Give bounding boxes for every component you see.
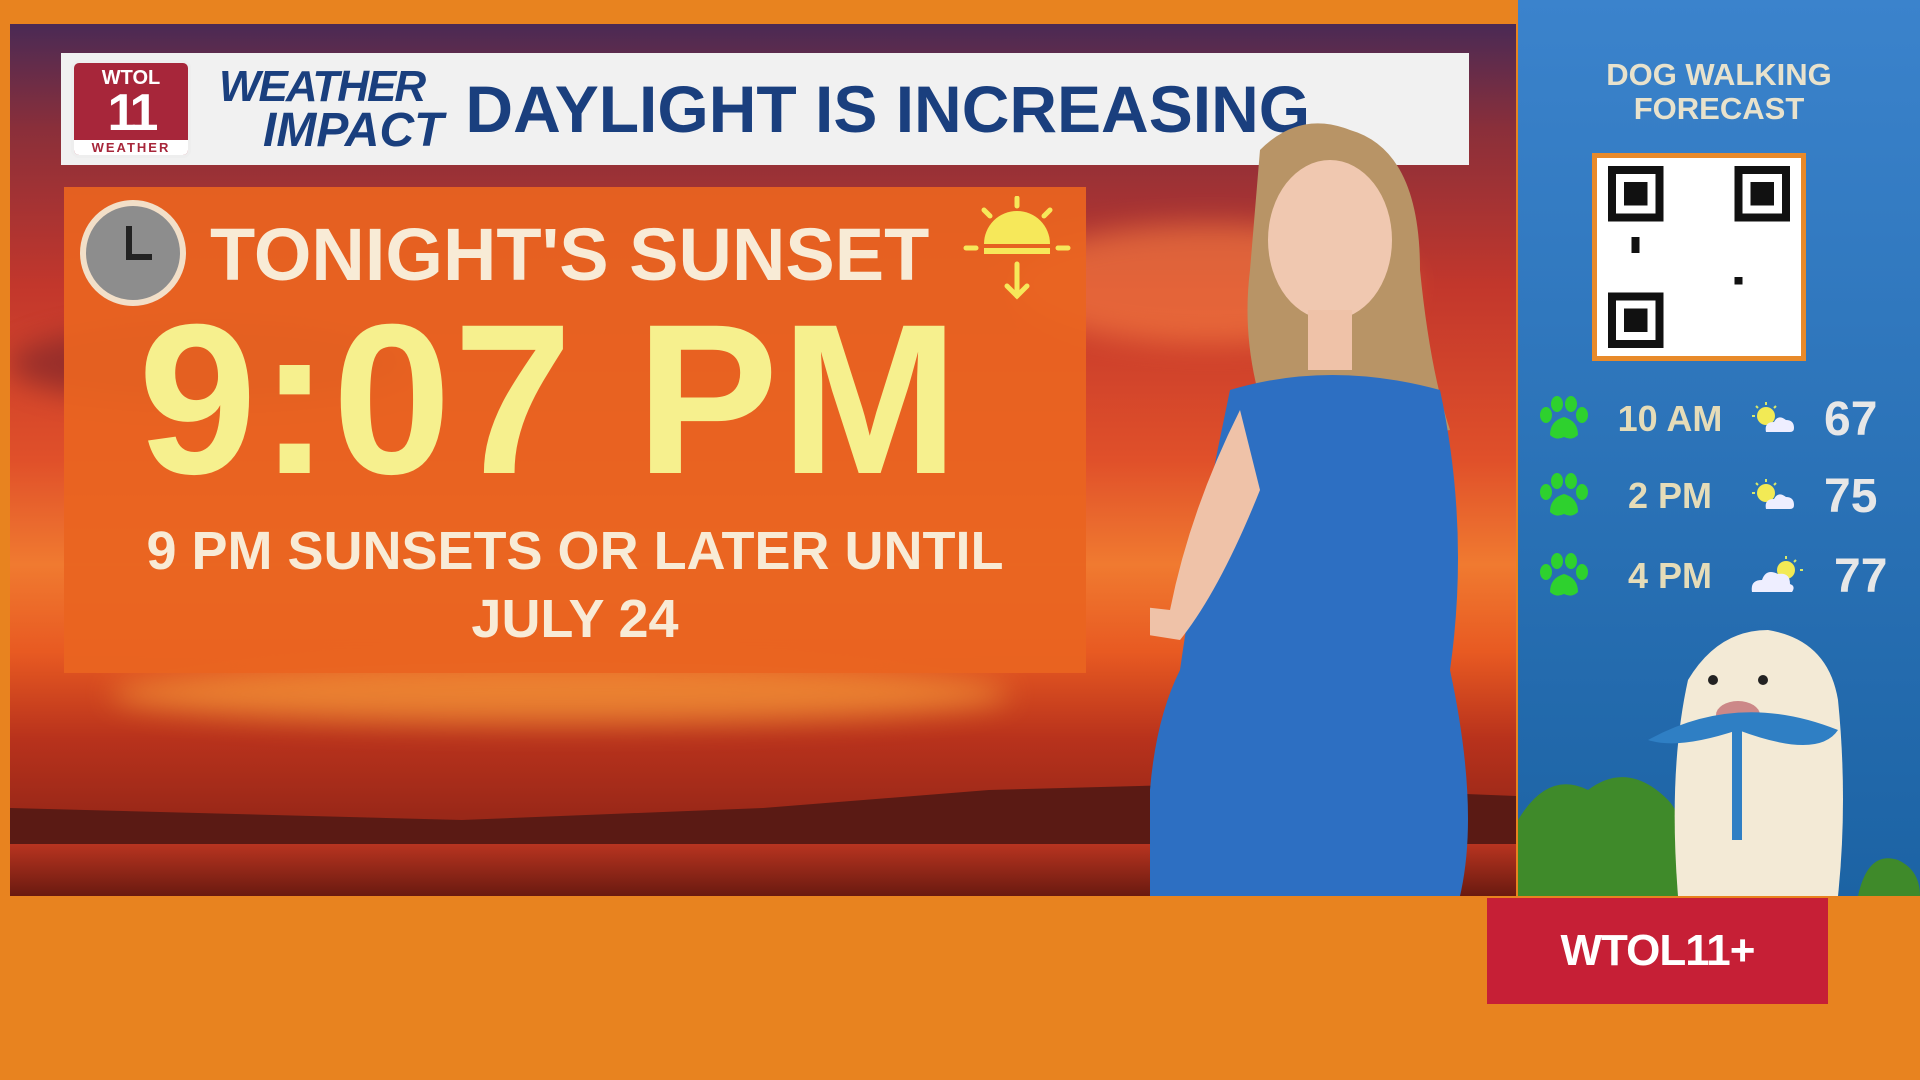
paw-icon — [1540, 473, 1588, 516]
presenter — [1150, 123, 1468, 896]
paw-icon — [1540, 396, 1588, 439]
forecast-row: 2 PM 75 — [1538, 466, 1908, 526]
sunset-note-line2: JULY 24 — [471, 589, 679, 649]
clock-icon — [80, 200, 186, 306]
forecast-temp: 77 — [1834, 549, 1888, 603]
sunset-note-line1: 9 PM SUNSETS OR LATER UNTIL — [146, 521, 1004, 581]
forecast-row: 4 PM 77 — [1538, 546, 1908, 606]
sunset-title: TONIGHT'S SUNSET — [210, 213, 930, 296]
sunset-panel — [64, 187, 1086, 673]
panel-title-line1: DOG WALKING — [1606, 57, 1832, 92]
forecast-time: 4 PM — [1627, 555, 1713, 596]
panel-title-line2: FORECAST — [1633, 91, 1805, 126]
forecast-time: 10 AM — [1617, 398, 1723, 439]
wtol11-plus-logo: WTOL11+ — [1487, 898, 1828, 1004]
sunset-icon — [963, 196, 1071, 300]
partly-sunny-icon — [1752, 479, 1794, 509]
dog-walking-forecast-panel: DOG WALKING FORECAST 10 AM 67 2 PM 75 4 … — [1518, 0, 1920, 896]
forecast-temp: 75 — [1824, 469, 1878, 523]
dog-with-leash-illustration — [1518, 630, 1920, 896]
forecast-row: 10 AM 67 — [1538, 389, 1908, 449]
forecast-temp: 67 — [1824, 392, 1878, 446]
headline: DAYLIGHT IS INCREASING — [465, 72, 1311, 146]
station-logo: WTOL 11 WEATHER — [71, 60, 191, 158]
weather-impact-logo: WEATHER IMPACT — [219, 62, 444, 157]
forecast-time: 2 PM — [1627, 475, 1713, 516]
header-bar: WTOL 11 WEATHER WEATHER IMPACT DAYLIGHT IS … — [61, 53, 1469, 165]
paw-icon — [1540, 553, 1588, 596]
mostly-cloudy-icon — [1751, 556, 1803, 592]
panel-title: DOG WALKING FORECAST — [1518, 58, 1920, 126]
sunset-time: 9:07 PM — [138, 280, 961, 519]
qr-code[interactable] — [1592, 153, 1806, 361]
partly-sunny-icon — [1752, 402, 1794, 432]
